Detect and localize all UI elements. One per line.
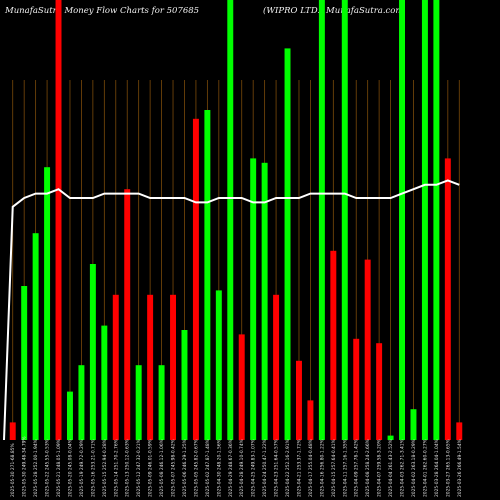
bar [135, 365, 142, 440]
bar [284, 48, 291, 441]
x-tick-label: 2025-04-03 262.71-3.41% [400, 439, 406, 497]
x-tick-label: 2025-04-16 256.80-1.22% [319, 439, 325, 497]
x-tick-label: 2025-05-09 246.01-0.59% [148, 439, 154, 497]
bar [364, 259, 371, 440]
bar [273, 294, 280, 440]
x-tick-label: 2025-05-02 247.87-1.48% [205, 439, 211, 497]
x-tick-label: 2025-04-24 250.47-1.22% [262, 439, 268, 497]
bar [261, 162, 268, 441]
x-tick-label: 2025-05-15 252.94-0.28% [102, 439, 108, 497]
x-tick-label: 2025-05-08 246.12-1.06% [159, 439, 165, 497]
x-tick-label: 2025-04-02 263.18-0.29% [411, 439, 417, 497]
bar [295, 360, 302, 440]
bar [78, 365, 85, 440]
bar [55, 0, 62, 440]
x-tick-label: 2025-05-13 250.12-0.63% [125, 439, 131, 497]
x-tick-label: 2025-04-11 257.16-1.35% [342, 439, 348, 497]
bar [444, 158, 451, 440]
x-tick-label: 2025-04-23 251.64-0.57% [274, 439, 280, 497]
x-tick-label: 2025-05-30 249.48-34.79% [22, 436, 28, 497]
x-tick-label: 2025-05-19 249.72-0.29% [79, 439, 85, 497]
bar [158, 365, 165, 440]
x-tick-label: 2025-04-28 249.10-0.74% [239, 439, 245, 497]
x-tick-label: 2025-05-30 271-68.85% [10, 443, 16, 497]
x-tick-label: 2025-04-08 258.24-2.66% [365, 439, 371, 497]
chart-subtitle: (WIPRO LTD.) MunafaSutra.com [263, 6, 404, 16]
bar [215, 290, 222, 440]
bar [399, 0, 406, 440]
bar [9, 422, 16, 440]
bar [421, 0, 428, 440]
x-tick-label: 2025-04-29 248.67-0.36% [228, 439, 234, 497]
x-tick-label: 2025-03-28 264.04-1.04% [434, 439, 440, 497]
bar [204, 110, 211, 440]
bar [147, 294, 154, 440]
chart-title: MunafaSutra Money Flow Charts for 507685 [5, 6, 200, 16]
bar [318, 0, 325, 440]
bar [89, 264, 96, 440]
x-tick-label: 2025-05-28 252.00-1.94% [33, 439, 39, 497]
bar [387, 435, 394, 440]
x-tick-label: 2025-04-01 262.60-0.27% [422, 439, 428, 497]
bar [456, 422, 463, 440]
bar [433, 0, 440, 440]
bar [410, 409, 417, 440]
x-tick-label: 2025-04-04 261.43-2.52% [388, 439, 394, 497]
x-tick-label: 2025-05-07 245.98-0.42% [171, 439, 177, 497]
x-tick-label: 2025-04-17 255.04-0.48% [308, 439, 314, 497]
bar [21, 286, 28, 440]
bar [250, 158, 257, 440]
bar [66, 391, 73, 440]
x-tick-label: 2025-05-06 246.29-1.25% [182, 439, 188, 497]
x-tick-label: 2025-05-05 245.82-0.67% [193, 439, 199, 497]
x-tick-label: 2025-04-07 259.58-3.20% [377, 439, 383, 497]
bar [376, 343, 383, 440]
bar [112, 294, 119, 440]
x-tick-label: 2025-03-27 265.13-0.65% [445, 439, 451, 497]
bar [227, 0, 234, 440]
x-tick-label: 2025-03-26 266.49-1.54% [457, 439, 463, 497]
x-tick-label: 2025-05-21 248.05-1.09% [56, 439, 62, 497]
x-tick-label: 2025-04-22 252.16-2.91% [285, 439, 291, 497]
x-tick-label: 2025-04-25 249.83-1.07% [251, 439, 257, 497]
money-flow-line [3, 179, 460, 441]
bar [307, 400, 314, 440]
bar [353, 338, 360, 440]
x-tick-label: 2025-04-15 257.64-0.41% [331, 439, 337, 497]
x-tick-label: 2025-05-16 253.21-0.71% [90, 439, 96, 497]
bar [330, 250, 337, 440]
x-tick-label: 2025-04-30 248.20-1.56% [216, 439, 222, 497]
bar [181, 330, 188, 440]
x-tick-label: 2025-04-21 253.37-1.72% [296, 439, 302, 497]
bar [32, 233, 39, 440]
bar [101, 325, 108, 440]
x-tick-label: 2025-05-14 251.70-2.76% [113, 439, 119, 497]
bar [170, 294, 177, 440]
bar [124, 189, 131, 440]
bar [44, 167, 51, 440]
x-tick-label: 2025-05-12 247.32-0.21% [136, 439, 142, 497]
bar [192, 118, 199, 441]
x-tick-label: 2025-05-22 245.55-0.53% [45, 439, 51, 497]
bar [341, 0, 348, 440]
x-tick-label: 2025-05-20 245.08-0.04% [67, 439, 73, 497]
x-tick-label: 2025-04-09 257.78-1.42% [354, 439, 360, 497]
bar [238, 334, 245, 440]
